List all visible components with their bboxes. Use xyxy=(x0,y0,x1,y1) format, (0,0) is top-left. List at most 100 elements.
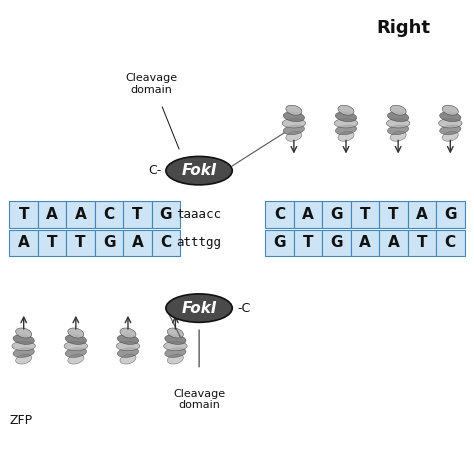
Bar xyxy=(123,201,152,228)
Ellipse shape xyxy=(388,112,409,121)
Ellipse shape xyxy=(65,348,86,357)
Ellipse shape xyxy=(286,105,302,115)
Text: T: T xyxy=(417,236,427,250)
Text: Cleavage
domain: Cleavage domain xyxy=(173,389,225,410)
Bar xyxy=(152,201,180,228)
Bar xyxy=(408,201,436,228)
Bar xyxy=(379,230,408,256)
Ellipse shape xyxy=(116,341,140,351)
Text: C: C xyxy=(103,207,115,222)
Text: T: T xyxy=(18,207,29,222)
Text: Cleavage
domain: Cleavage domain xyxy=(126,73,178,95)
Text: C-: C- xyxy=(148,164,161,177)
Ellipse shape xyxy=(442,105,458,115)
Bar xyxy=(351,201,379,228)
Ellipse shape xyxy=(167,354,183,364)
Text: T: T xyxy=(360,207,370,222)
Text: C: C xyxy=(160,236,172,250)
Text: A: A xyxy=(46,207,58,222)
Text: FokI: FokI xyxy=(182,163,217,178)
Ellipse shape xyxy=(120,328,136,338)
Bar xyxy=(265,230,294,256)
Bar xyxy=(95,230,123,256)
Text: ZFP: ZFP xyxy=(9,414,33,427)
Bar xyxy=(38,230,66,256)
Bar xyxy=(152,230,180,256)
Text: C: C xyxy=(274,207,285,222)
Ellipse shape xyxy=(336,112,356,121)
Ellipse shape xyxy=(336,125,356,135)
Ellipse shape xyxy=(166,156,232,185)
Text: Right: Right xyxy=(376,19,430,37)
Ellipse shape xyxy=(282,118,306,128)
Ellipse shape xyxy=(68,354,84,364)
Text: T: T xyxy=(388,207,399,222)
Bar xyxy=(66,201,95,228)
Bar xyxy=(9,230,38,256)
Ellipse shape xyxy=(440,112,461,121)
Text: G: G xyxy=(273,236,286,250)
Text: A: A xyxy=(18,236,29,250)
Ellipse shape xyxy=(65,335,86,344)
Ellipse shape xyxy=(283,125,304,135)
Ellipse shape xyxy=(167,328,183,338)
Ellipse shape xyxy=(390,105,406,115)
Text: G: G xyxy=(330,236,343,250)
Ellipse shape xyxy=(386,118,410,128)
Ellipse shape xyxy=(16,354,32,364)
Ellipse shape xyxy=(334,118,358,128)
Ellipse shape xyxy=(283,112,304,121)
Ellipse shape xyxy=(64,341,88,351)
Text: G: G xyxy=(103,236,115,250)
Text: T: T xyxy=(47,236,57,250)
Bar xyxy=(294,201,322,228)
Text: FokI: FokI xyxy=(182,301,217,316)
Ellipse shape xyxy=(13,335,34,344)
Ellipse shape xyxy=(286,131,302,141)
Text: A: A xyxy=(359,236,371,250)
Text: G: G xyxy=(444,207,456,222)
Text: T: T xyxy=(303,236,313,250)
Ellipse shape xyxy=(118,348,138,357)
Bar xyxy=(123,230,152,256)
Text: T: T xyxy=(75,236,86,250)
Ellipse shape xyxy=(338,131,354,141)
Ellipse shape xyxy=(164,341,187,351)
Ellipse shape xyxy=(438,118,462,128)
Ellipse shape xyxy=(390,131,406,141)
Bar xyxy=(379,201,408,228)
Ellipse shape xyxy=(440,125,461,135)
Text: A: A xyxy=(416,207,428,222)
Ellipse shape xyxy=(68,328,84,338)
Bar xyxy=(95,201,123,228)
Bar xyxy=(38,201,66,228)
Text: A: A xyxy=(388,236,399,250)
Bar xyxy=(322,230,351,256)
Ellipse shape xyxy=(13,348,34,357)
Bar xyxy=(351,230,379,256)
Bar xyxy=(9,201,38,228)
Text: T: T xyxy=(132,207,143,222)
Text: G: G xyxy=(330,207,343,222)
Ellipse shape xyxy=(165,335,186,344)
Ellipse shape xyxy=(338,105,354,115)
Ellipse shape xyxy=(166,294,232,322)
Bar xyxy=(66,230,95,256)
Ellipse shape xyxy=(12,341,36,351)
Text: A: A xyxy=(132,236,143,250)
Ellipse shape xyxy=(118,335,138,344)
Text: A: A xyxy=(75,207,86,222)
Text: A: A xyxy=(302,207,314,222)
Bar xyxy=(322,201,351,228)
Bar xyxy=(436,201,465,228)
Ellipse shape xyxy=(442,131,458,141)
Text: taaacc: taaacc xyxy=(177,208,221,221)
Ellipse shape xyxy=(165,348,186,357)
Text: G: G xyxy=(160,207,172,222)
Ellipse shape xyxy=(388,125,409,135)
Text: atttgg: atttgg xyxy=(177,237,221,249)
Bar xyxy=(436,230,465,256)
Text: -C: -C xyxy=(237,301,250,315)
Ellipse shape xyxy=(120,354,136,364)
Bar xyxy=(294,230,322,256)
